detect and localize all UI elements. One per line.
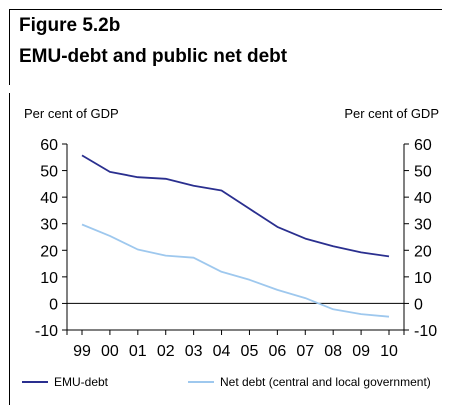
y-tick-label-right: 20 <box>414 243 432 260</box>
y-tick-label-left: 60 <box>40 137 58 154</box>
x-tick-label: 05 <box>241 343 259 360</box>
y-tick-label-left: 50 <box>40 164 58 181</box>
x-tick-label: 09 <box>352 343 370 360</box>
y-tick-label-left: 30 <box>40 217 58 234</box>
legend-label-0: EMU-debt <box>54 375 109 389</box>
y-tick-label-right: 10 <box>414 270 432 287</box>
x-tick-label: 03 <box>185 343 203 360</box>
y-tick-label-right: -10 <box>414 323 437 340</box>
y-tick-label-left: 20 <box>40 243 58 260</box>
y-tick-label-left: -10 <box>35 323 58 340</box>
y-tick-label-right: 60 <box>414 137 432 154</box>
series-lines <box>81 154 390 318</box>
figure-number: Figure 5.2b <box>19 15 121 36</box>
legend: EMU-debt Net debt (central and local gove… <box>22 375 431 389</box>
top-rule <box>9 9 442 10</box>
x-tick-label: 04 <box>213 343 231 360</box>
x-tick-label: 10 <box>380 343 398 360</box>
y-tick-label-right: 30 <box>414 217 432 234</box>
series-line-1 <box>81 223 390 318</box>
y-axis-label-left: Per cent of GDP <box>24 106 119 121</box>
y-tick-label-left: 10 <box>40 270 58 287</box>
figure-title: EMU-debt and public net debt <box>19 46 288 67</box>
x-tick-label: 06 <box>268 343 286 360</box>
y-tick-label-left: 40 <box>40 190 58 207</box>
x-tick-label: 00 <box>101 343 119 360</box>
left-rule-chart <box>9 93 10 405</box>
x-tick-label: 01 <box>129 343 147 360</box>
x-tick-label: 08 <box>324 343 342 360</box>
y-axis-label-right: Per cent of GDP <box>344 106 439 121</box>
series-line-0 <box>81 154 390 258</box>
left-rule-title <box>9 9 10 85</box>
legend-label-1: Net debt (central and local government) <box>220 375 431 389</box>
y-tick-label-left: 0 <box>49 296 58 313</box>
x-tick-label: 02 <box>157 343 175 360</box>
y-tick-label-right: 40 <box>414 190 432 207</box>
x-tick-label: 07 <box>296 343 314 360</box>
y-tick-label-right: 0 <box>414 296 423 313</box>
x-tick-label: 99 <box>73 343 91 360</box>
y-tick-label-right: 50 <box>414 164 432 181</box>
